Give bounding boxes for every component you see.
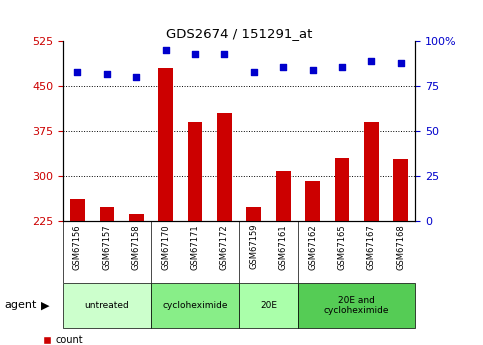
Point: [309, 67, 316, 73]
Text: GSM67171: GSM67171: [190, 224, 199, 269]
Bar: [99, 207, 114, 221]
Text: ▶: ▶: [41, 300, 50, 310]
Bar: [246, 207, 261, 221]
Point: [191, 51, 199, 57]
Bar: [151, 283, 239, 328]
Bar: [305, 181, 320, 221]
Point: [103, 71, 111, 77]
Text: GSM67170: GSM67170: [161, 224, 170, 269]
Text: GSM67161: GSM67161: [279, 224, 288, 269]
Bar: [70, 199, 85, 221]
Text: GSM67172: GSM67172: [220, 224, 229, 269]
Point: [397, 60, 405, 66]
Text: GSM67158: GSM67158: [132, 224, 141, 269]
Title: GDS2674 / 151291_at: GDS2674 / 151291_at: [166, 27, 313, 40]
Text: GSM67156: GSM67156: [73, 224, 82, 269]
Bar: [239, 283, 298, 328]
Point: [73, 69, 81, 75]
Bar: [188, 122, 202, 221]
Point: [132, 75, 140, 80]
Bar: [217, 113, 232, 221]
Text: GSM67157: GSM67157: [102, 224, 112, 269]
Point: [162, 48, 170, 53]
Point: [221, 51, 228, 57]
Text: GSM67165: GSM67165: [338, 224, 346, 269]
Text: GSM67168: GSM67168: [396, 224, 405, 270]
Text: untreated: untreated: [85, 301, 129, 310]
Point: [279, 64, 287, 69]
Text: 20E and
cycloheximide: 20E and cycloheximide: [324, 296, 389, 315]
Point: [250, 69, 257, 75]
Point: [368, 58, 375, 64]
Text: agent: agent: [5, 300, 37, 310]
Bar: [335, 158, 349, 221]
Text: GSM67159: GSM67159: [249, 224, 258, 269]
Legend: count, percentile rank within the sample: count, percentile rank within the sample: [39, 331, 224, 345]
Point: [338, 64, 346, 69]
Bar: [364, 122, 379, 221]
Text: 20E: 20E: [260, 301, 277, 310]
Text: GSM67162: GSM67162: [308, 224, 317, 269]
Bar: [158, 68, 173, 221]
Text: cycloheximide: cycloheximide: [162, 301, 228, 310]
Bar: [63, 283, 151, 328]
Bar: [298, 283, 415, 328]
Text: GSM67167: GSM67167: [367, 224, 376, 270]
Bar: [276, 171, 290, 221]
Bar: [393, 159, 408, 221]
Bar: [129, 214, 143, 221]
